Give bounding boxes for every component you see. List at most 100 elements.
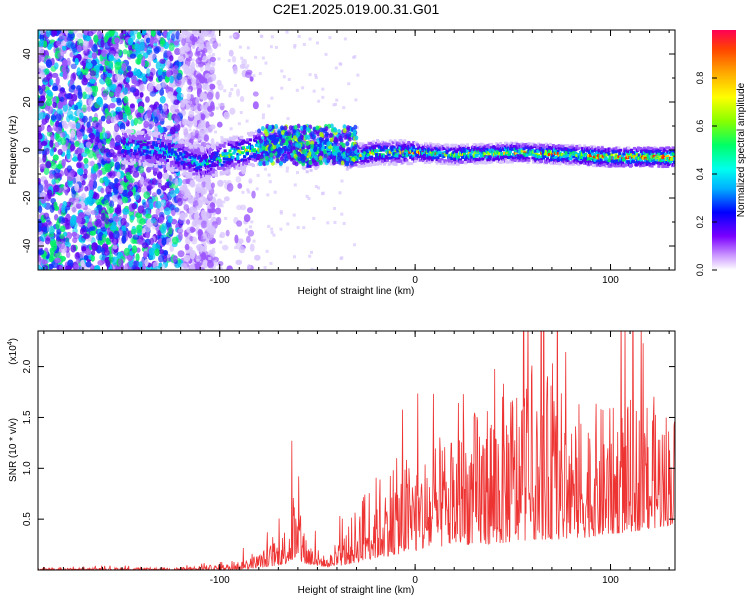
heatmap-cell <box>267 224 271 228</box>
heatmap-cell <box>131 75 137 84</box>
heatmap-cell <box>110 116 117 124</box>
heatmap-cell <box>70 63 77 70</box>
heatmap-cell <box>54 62 59 70</box>
heatmap-cell <box>47 91 54 97</box>
heatmap-cell <box>100 187 105 194</box>
heatmap-cell <box>46 189 53 197</box>
heatmap-cell <box>308 37 312 41</box>
heatmap-cell <box>59 233 65 239</box>
heatmap-cell <box>208 225 216 234</box>
heatmap-cell <box>59 240 66 250</box>
heatmap-cell <box>165 159 169 163</box>
heatmap-cell <box>145 149 149 153</box>
heatmap-cell <box>250 220 254 224</box>
heatmap-cell <box>84 148 91 154</box>
heatmap-cell <box>155 208 161 216</box>
heatmap-cell <box>186 100 190 104</box>
heatmap-cell <box>143 137 147 141</box>
heatmap-cell <box>71 156 79 162</box>
heatmap-cell <box>347 82 351 86</box>
heatmap-cell <box>147 136 151 140</box>
heatmap-cell <box>48 256 54 263</box>
heatmap-cell <box>136 238 144 245</box>
heatmap-cell <box>342 106 346 110</box>
heatmap-cell <box>44 68 50 75</box>
heatmap-cell <box>221 103 225 107</box>
heatmap-cell <box>98 169 103 176</box>
heatmap-cell <box>236 88 241 97</box>
heatmap-cell <box>214 193 218 197</box>
heatmap-cell <box>282 75 286 79</box>
heatmap-cell <box>42 226 48 232</box>
heatmap-cell <box>99 65 104 71</box>
heatmap-cell <box>157 75 163 82</box>
heatmap-cell <box>245 119 249 123</box>
heatmap-cell <box>58 216 66 224</box>
heatmap-cell <box>153 37 159 44</box>
heatmap-cell <box>195 57 202 65</box>
heatmap-cell <box>77 87 83 97</box>
heatmap-cell <box>196 111 201 117</box>
heatmap-cell <box>239 96 245 103</box>
heatmap-cell <box>309 250 313 254</box>
heatmap-cell <box>124 263 130 270</box>
heatmap-cell <box>154 164 158 168</box>
heatmap-cell <box>95 218 102 228</box>
heatmap-cell <box>194 129 199 139</box>
heatmap-cell <box>232 138 236 142</box>
heatmap-cell <box>410 162 414 166</box>
heatmap-cell <box>338 191 342 195</box>
heatmap-cell <box>249 138 253 142</box>
heatmap-cell <box>176 86 182 94</box>
heatmap-cell <box>64 241 71 248</box>
heatmap-cell <box>87 86 93 96</box>
heatmap-cell <box>61 45 67 51</box>
heatmap-cell <box>171 168 175 172</box>
heatmap-cell <box>231 155 235 159</box>
heatmap-cell <box>176 155 180 159</box>
heatmap-cell <box>104 108 109 114</box>
heatmap-cell <box>74 149 79 155</box>
heatmap-cell <box>280 69 284 73</box>
heatmap-cell <box>153 136 157 140</box>
heatmap-cell <box>268 180 272 184</box>
heatmap-cell <box>195 186 199 190</box>
heatmap-cell <box>86 196 93 205</box>
heatmap-cell <box>75 122 81 129</box>
heatmap-cell <box>190 107 194 111</box>
heatmap-cell <box>157 140 161 144</box>
heatmap-cell <box>38 177 41 185</box>
heatmap-cell <box>135 152 139 156</box>
heatmap-cell <box>166 71 172 78</box>
heatmap-cell <box>190 145 194 149</box>
heatmap-cell <box>197 124 203 130</box>
heatmap-cell <box>140 137 144 141</box>
heatmap-cell <box>270 35 274 39</box>
heatmap-cell <box>66 172 74 182</box>
heatmap-cell <box>38 133 43 140</box>
heatmap-cell <box>73 264 80 270</box>
heatmap-cell <box>201 133 205 137</box>
heatmap-cell <box>85 141 92 148</box>
heatmap-cell <box>248 180 252 184</box>
heatmap-cell <box>185 219 191 225</box>
heatmap-cell <box>105 185 112 195</box>
heatmap-cell <box>216 121 223 128</box>
heatmap-cell <box>188 89 192 93</box>
heatmap-cell <box>198 151 202 155</box>
heatmap-cell <box>177 197 183 207</box>
heatmap-cell <box>225 229 230 237</box>
heatmap-cell <box>183 254 191 262</box>
heatmap-cell <box>224 216 228 220</box>
heatmap-cell <box>218 159 222 163</box>
heatmap-cell <box>115 106 122 112</box>
heatmap-cell <box>193 87 197 91</box>
heatmap-cell <box>285 169 289 173</box>
heatmap-cell <box>84 94 91 100</box>
heatmap-cell <box>59 225 66 233</box>
heatmap-cell <box>334 66 338 70</box>
heatmap-cell <box>343 37 347 41</box>
heatmap-cell <box>292 255 296 259</box>
heatmap-cell <box>150 217 156 224</box>
heatmap-cell <box>158 103 163 111</box>
